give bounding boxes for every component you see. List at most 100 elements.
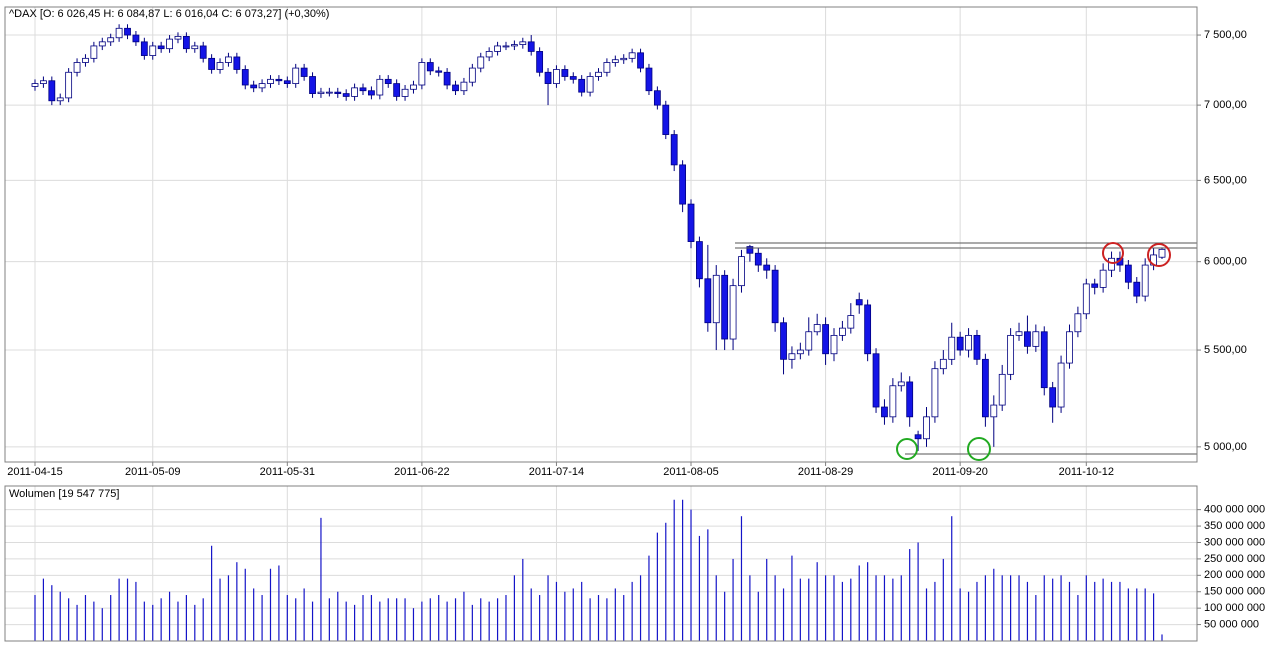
candle-body-down	[906, 381, 914, 418]
highlight-circle	[896, 438, 918, 460]
candle-body-down	[48, 80, 56, 102]
candle-body-up	[889, 385, 897, 418]
y-tick-label: 200 000 000	[1204, 569, 1265, 581]
y-tick-label: 7 000,00	[1204, 99, 1247, 111]
candle-body-up	[65, 71, 73, 99]
candle-body-up	[1015, 331, 1023, 336]
highlight-circle	[1102, 242, 1124, 264]
candle-body-down	[208, 57, 216, 70]
candle-body-up	[611, 59, 619, 63]
candle-body-up	[948, 336, 956, 360]
candle-body-up	[90, 45, 98, 59]
candle-body-down	[241, 69, 249, 86]
volume-title: Wolumen [19 547 775]	[9, 488, 119, 500]
candle-body-up	[519, 41, 527, 45]
annotations	[735, 242, 1197, 461]
candle-body-up	[553, 69, 560, 84]
candle-body-down	[679, 164, 687, 205]
candle-body-up	[1032, 331, 1040, 347]
y-tick-label: 5 500,00	[1204, 344, 1247, 356]
y-tick-label: 250 000 000	[1204, 553, 1265, 565]
candle-body-down	[536, 51, 544, 73]
candle-body-down	[359, 87, 367, 92]
candle-body-up	[40, 80, 47, 84]
candle-body-up	[1007, 334, 1015, 375]
candle-body-up	[1108, 257, 1115, 271]
candle-body-down	[687, 203, 695, 242]
candle-body-down	[780, 322, 787, 360]
candle-body-down	[754, 252, 762, 266]
x-tick-label: 2011-08-05	[663, 466, 718, 478]
candle-body-down	[1049, 387, 1057, 408]
candle-body-down	[771, 269, 779, 324]
candle-body-up	[998, 373, 1006, 406]
candle-body-down	[973, 334, 981, 360]
candle-body-up	[830, 334, 838, 355]
candle-body-down	[283, 80, 291, 84]
candle-body-up	[468, 67, 476, 83]
candle-body-down	[1040, 331, 1048, 389]
candle-body-up	[1066, 331, 1073, 364]
volume-panel-frame	[4, 485, 1198, 642]
candle-body-up	[317, 91, 325, 94]
x-tick-label: 2011-05-09	[125, 466, 180, 478]
candle-body-up	[460, 81, 468, 92]
candle-body-up	[1057, 362, 1065, 408]
candle-body-down	[426, 62, 434, 72]
candle-body-down	[670, 134, 678, 166]
y-tick-label: 100 000 000	[1204, 602, 1265, 614]
candle-body-up	[410, 84, 417, 90]
candle-body-down	[199, 45, 207, 59]
x-tick-label: 2011-05-31	[260, 466, 315, 478]
candle-body-down	[157, 45, 165, 50]
candle-body-down	[914, 434, 922, 440]
candle-body-up	[965, 334, 972, 351]
candle-body-down	[746, 246, 754, 254]
candle-body-down	[763, 264, 771, 271]
candle-body-down	[140, 41, 148, 56]
candle-body-down	[721, 274, 729, 340]
candle-body-up	[73, 62, 81, 73]
highlight-circle	[967, 437, 991, 461]
candle-body-up	[174, 36, 182, 40]
candle-body-down	[300, 67, 308, 77]
candle-body-up	[31, 83, 39, 87]
candle-body-up	[897, 381, 905, 387]
candle-body-down	[981, 358, 989, 418]
candle-body-up	[292, 67, 300, 84]
candle-body-up	[796, 349, 804, 355]
candle-body-up	[401, 88, 409, 97]
candle-body-up	[1158, 248, 1166, 258]
price-panel-frame	[4, 6, 1198, 463]
x-tick-label: 2011-07-14	[529, 466, 584, 478]
candle-body-down	[443, 71, 451, 86]
candle-body-up	[729, 285, 737, 340]
candle-body-down	[822, 324, 829, 355]
candle-body-up	[351, 87, 358, 97]
candle-body-down	[653, 90, 661, 106]
candle-body-down	[132, 34, 140, 43]
y-tick-label: 150 000 000	[1204, 586, 1265, 598]
y-tick-label: 350 000 000	[1204, 520, 1265, 532]
candle-body-down	[864, 304, 872, 355]
candle-body-down	[1024, 331, 1031, 347]
candle-body-down	[309, 76, 316, 94]
candle-body-down	[645, 67, 653, 92]
candle-body-up	[931, 368, 939, 418]
candle-body-down	[855, 299, 863, 306]
candle-body-up	[595, 71, 602, 77]
candle-body-up	[738, 256, 745, 287]
candle-body-up	[620, 57, 628, 61]
candle-body-up	[149, 45, 157, 56]
candle-body-up	[990, 404, 998, 418]
highlight-circle	[1147, 243, 1171, 267]
y-tick-label: 7 500,00	[1204, 29, 1247, 41]
candle-body-down	[1133, 281, 1141, 297]
candle-body-down	[393, 83, 401, 97]
candle-body-down	[342, 93, 350, 97]
candle-body-up	[1082, 283, 1090, 315]
candle-body-down	[881, 406, 888, 418]
y-tick-label: 50 000 000	[1204, 618, 1259, 630]
